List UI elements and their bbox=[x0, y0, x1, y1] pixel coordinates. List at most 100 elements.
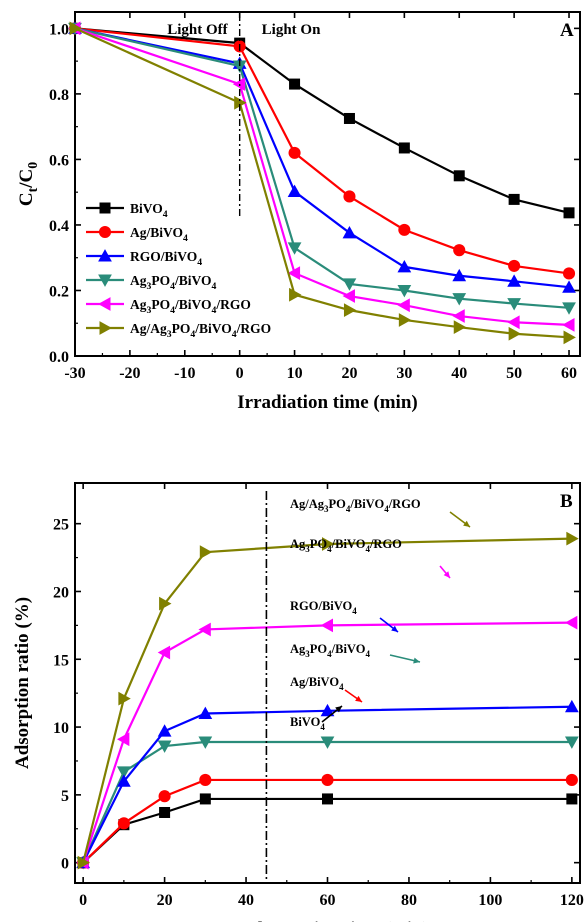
legend-marker bbox=[98, 225, 112, 239]
data-point bbox=[562, 318, 575, 332]
data-point bbox=[287, 266, 301, 280]
data-point bbox=[563, 330, 576, 345]
legend-marker bbox=[98, 274, 112, 287]
data-point bbox=[398, 223, 411, 236]
data-point bbox=[343, 190, 356, 203]
panel-b-chart: 0 20 40 60 80 100 120 0 5 10 15 20 25 Dark reaction t… bbox=[12, 482, 584, 922]
data-point bbox=[398, 142, 410, 154]
y-tick-label: 0.2 bbox=[49, 283, 69, 300]
series-line bbox=[74, 27, 570, 339]
annotation-item: RGO/BiVO4​ bbox=[290, 599, 399, 633]
panel-label: B bbox=[560, 491, 573, 512]
series-line bbox=[74, 27, 570, 214]
y-tick-label: 0.8 bbox=[49, 87, 69, 104]
data-point bbox=[159, 806, 171, 818]
legend-item: Ag3​PO4​/BiVO4​ bbox=[86, 273, 216, 292]
legend-item: Ag/BiVO4​ bbox=[86, 225, 188, 244]
series-ag-bivo4 bbox=[77, 773, 578, 869]
annotation-arrow-head bbox=[391, 625, 398, 632]
legend-item: Ag/Ag3​PO4​/BiVO4​/RGO bbox=[86, 321, 271, 340]
series-line bbox=[82, 621, 572, 864]
series-line bbox=[82, 740, 572, 864]
data-point bbox=[116, 732, 130, 747]
data-point bbox=[77, 855, 91, 870]
light-off-label: Light Off bbox=[167, 22, 228, 38]
data-point bbox=[118, 691, 131, 706]
annotation-label: Ag/Ag3​PO4​/BiVO4​/RGO bbox=[290, 497, 421, 514]
data-point bbox=[322, 537, 335, 551]
data-point bbox=[198, 736, 213, 749]
data-point bbox=[342, 289, 355, 303]
series-ag-bivo4 bbox=[68, 22, 576, 280]
data-point bbox=[397, 284, 412, 298]
x-tick-label: 50 bbox=[506, 365, 522, 382]
annotation-arrow-head bbox=[413, 657, 420, 664]
data-point bbox=[566, 793, 578, 805]
annotation-arrow-head bbox=[443, 571, 450, 578]
data-point bbox=[158, 790, 171, 803]
x-tick-label: 60 bbox=[561, 365, 577, 382]
x-tick-label: -30 bbox=[64, 365, 85, 382]
data-point bbox=[563, 207, 575, 219]
data-point bbox=[157, 740, 172, 753]
x-tick-label: 20 bbox=[157, 892, 173, 909]
data-point bbox=[343, 303, 357, 318]
data-point bbox=[453, 170, 465, 182]
y-axis-label: Adsorption ratio (%) bbox=[12, 597, 33, 769]
data-point bbox=[397, 298, 410, 313]
data-point bbox=[289, 78, 301, 90]
legend-label: Ag/BiVO4​ bbox=[130, 225, 188, 244]
data-point bbox=[157, 724, 172, 737]
data-point bbox=[342, 278, 357, 291]
annotation-item: Ag3​PO4​/BiVO4​/RGO bbox=[290, 537, 451, 579]
x-tick-label: 10 bbox=[287, 365, 303, 382]
data-point bbox=[157, 645, 171, 660]
data-point bbox=[199, 545, 213, 560]
x-tick-label: 40 bbox=[451, 365, 467, 382]
y-tick-label: 20 bbox=[53, 584, 69, 601]
data-point bbox=[398, 313, 412, 327]
data-point bbox=[507, 298, 522, 311]
series-line bbox=[74, 27, 570, 275]
data-point bbox=[198, 706, 213, 720]
series-line bbox=[74, 27, 570, 289]
x-tick-label: 30 bbox=[396, 365, 412, 382]
x-tick-label: 0 bbox=[236, 365, 244, 382]
data-point bbox=[288, 146, 301, 159]
data-point bbox=[564, 736, 579, 749]
x-tick-label: 20 bbox=[341, 365, 357, 382]
legend-label: RGO/BiVO4​ bbox=[130, 249, 202, 268]
x-tick-label: 60 bbox=[320, 892, 336, 909]
data-point bbox=[199, 773, 212, 786]
legend-label: Ag3​PO4​/BiVO4​ bbox=[130, 273, 216, 292]
legend-marker bbox=[98, 249, 112, 262]
data-point bbox=[564, 699, 579, 713]
x-axis-label: Dark reaction time (min) bbox=[226, 919, 429, 922]
data-point bbox=[320, 703, 335, 717]
data-point bbox=[320, 736, 335, 749]
annotation-arrow-head bbox=[463, 520, 470, 527]
data-point bbox=[562, 302, 576, 315]
annotation-label: RGO/BiVO4​ bbox=[290, 599, 357, 616]
annotation-arrow-head bbox=[355, 695, 362, 702]
data-point bbox=[452, 268, 467, 282]
data-point bbox=[320, 618, 333, 633]
light-on-label: Light On bbox=[262, 22, 321, 38]
series-ag3po4-bivo4-rgo bbox=[76, 615, 578, 870]
data-point bbox=[232, 60, 247, 73]
y-tick-label: 25 bbox=[53, 517, 69, 534]
data-point bbox=[507, 315, 520, 330]
series-line bbox=[82, 537, 572, 863]
legend-marker bbox=[99, 202, 111, 214]
data-point bbox=[199, 793, 211, 805]
annotation-label: Ag3​PO4​/BiVO4​ bbox=[290, 642, 370, 659]
data-point bbox=[452, 293, 467, 306]
legend-marker bbox=[98, 297, 111, 311]
y-tick-label: 0 bbox=[61, 856, 69, 873]
data-point bbox=[397, 260, 412, 273]
y-tick-label: 5 bbox=[61, 788, 69, 805]
annotation-label: Ag3​PO4​/BiVO4​/RGO bbox=[290, 537, 402, 554]
y-tick-label: 0.0 bbox=[49, 349, 69, 366]
legend-item: RGO/BiVO4​ bbox=[86, 249, 202, 268]
